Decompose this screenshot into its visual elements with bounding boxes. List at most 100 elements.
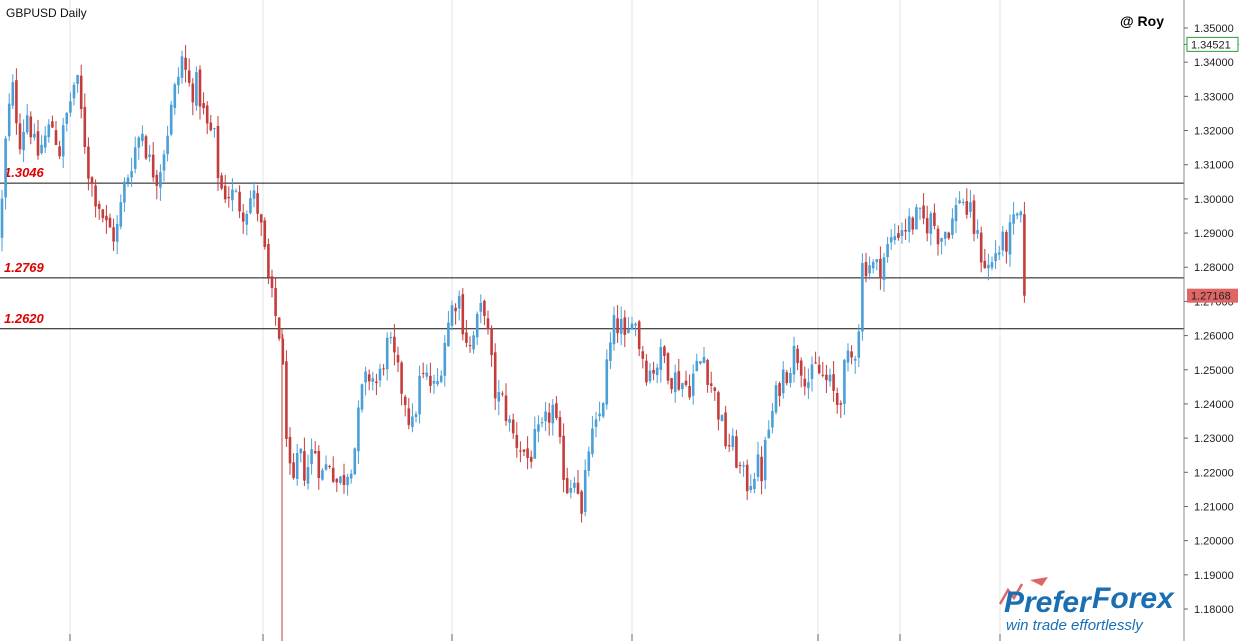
candle bbox=[889, 229, 893, 250]
price-marker: 1.27168 bbox=[1187, 288, 1238, 303]
candle bbox=[742, 461, 745, 477]
candle bbox=[893, 223, 897, 245]
preferforex-logo: Prefer Forex win trade effortlessly bbox=[998, 577, 1175, 634]
candle bbox=[569, 479, 573, 499]
candle bbox=[418, 365, 421, 424]
candle bbox=[166, 125, 169, 162]
candle-body bbox=[893, 236, 897, 241]
candle bbox=[922, 193, 925, 225]
candle bbox=[94, 179, 97, 218]
candle bbox=[720, 414, 724, 422]
candle bbox=[213, 127, 216, 138]
candle-body bbox=[843, 359, 846, 404]
candle-body bbox=[612, 315, 616, 345]
candle bbox=[198, 65, 202, 120]
candle bbox=[688, 374, 691, 400]
candle bbox=[691, 364, 695, 405]
candle bbox=[375, 373, 378, 396]
candle-body bbox=[220, 175, 223, 189]
candle bbox=[871, 259, 875, 274]
candle-body bbox=[274, 288, 277, 317]
candle-body bbox=[904, 229, 907, 232]
candle-body bbox=[432, 381, 436, 384]
candle-body bbox=[933, 212, 936, 226]
candle-body bbox=[97, 203, 101, 209]
candle bbox=[933, 203, 936, 230]
candle-body bbox=[0, 198, 4, 238]
candle-body bbox=[483, 300, 486, 316]
candle-body bbox=[155, 174, 159, 186]
candle-body bbox=[493, 352, 497, 399]
candle-body bbox=[198, 69, 202, 107]
candle bbox=[519, 441, 522, 463]
candle-body bbox=[871, 261, 875, 269]
candle bbox=[490, 325, 493, 367]
candle bbox=[979, 226, 983, 273]
candle bbox=[904, 218, 907, 240]
price-tick-label: 1.20000 bbox=[1194, 536, 1234, 548]
candle-body bbox=[1001, 231, 1005, 251]
candle-body bbox=[133, 147, 137, 169]
candle bbox=[231, 178, 234, 212]
candle bbox=[83, 93, 87, 154]
candle bbox=[357, 400, 360, 465]
candle bbox=[951, 208, 954, 239]
candle bbox=[983, 248, 987, 269]
candle-body bbox=[778, 383, 781, 397]
candle bbox=[429, 362, 432, 393]
candle-body bbox=[591, 428, 594, 455]
candle-body bbox=[303, 451, 306, 481]
candle bbox=[555, 396, 558, 421]
candle-body bbox=[540, 422, 544, 424]
logo-tagline: win trade effortlessly bbox=[1006, 617, 1144, 634]
candle-body bbox=[18, 123, 22, 150]
price-axis: 1.35000 1.34000 1.33000 1.32000 1.31000 1.300… bbox=[69, 0, 1239, 641]
candle-body bbox=[616, 318, 619, 334]
price-tick-label: 1.21000 bbox=[1194, 501, 1234, 513]
candle-body bbox=[403, 396, 407, 406]
candle bbox=[774, 380, 778, 415]
candle-body bbox=[803, 378, 807, 387]
candle bbox=[609, 332, 612, 370]
price-tick-label: 1.26000 bbox=[1194, 331, 1234, 343]
candle-body bbox=[709, 383, 713, 386]
price-marker-label: 1.27168 bbox=[1191, 291, 1231, 303]
candle-body bbox=[439, 375, 443, 382]
candle-body bbox=[994, 253, 997, 262]
candle bbox=[479, 294, 483, 324]
candle bbox=[69, 92, 72, 117]
candle bbox=[817, 356, 821, 375]
candle bbox=[346, 473, 349, 496]
candle bbox=[411, 403, 414, 433]
candle-body bbox=[864, 262, 868, 277]
price-tick-label: 1.28000 bbox=[1194, 262, 1234, 274]
candle bbox=[439, 370, 443, 384]
candle-body bbox=[706, 359, 709, 385]
candle bbox=[735, 429, 738, 469]
candle bbox=[717, 390, 720, 431]
candle bbox=[270, 269, 274, 298]
candle-body bbox=[900, 230, 904, 236]
candle bbox=[911, 216, 915, 235]
candle bbox=[51, 115, 54, 128]
candle-body bbox=[799, 360, 803, 376]
candle bbox=[475, 311, 479, 345]
candle-body bbox=[162, 154, 166, 171]
candle-body bbox=[569, 488, 573, 493]
candle bbox=[997, 245, 1001, 261]
candle bbox=[393, 324, 396, 366]
candle-body bbox=[990, 262, 994, 268]
candle bbox=[1015, 212, 1019, 220]
candle bbox=[148, 144, 151, 162]
grid bbox=[69, 0, 1001, 641]
candle bbox=[565, 467, 569, 495]
candle-body bbox=[677, 371, 681, 390]
candle-body bbox=[652, 369, 655, 374]
candle bbox=[915, 204, 918, 230]
candle-body bbox=[526, 448, 529, 459]
price-tick-label: 1.25000 bbox=[1194, 365, 1234, 377]
candle-body bbox=[619, 318, 623, 334]
candle-body bbox=[285, 361, 288, 439]
candle bbox=[695, 353, 699, 372]
candle-body bbox=[281, 338, 285, 365]
